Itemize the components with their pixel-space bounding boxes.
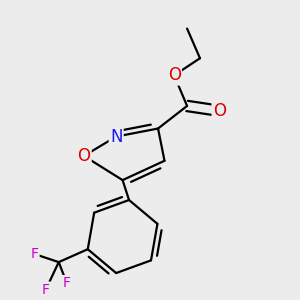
Text: F: F [63, 276, 71, 290]
Text: O: O [77, 147, 90, 165]
Text: O: O [168, 66, 181, 84]
Text: N: N [110, 128, 122, 146]
Text: O: O [213, 102, 226, 120]
Text: F: F [42, 283, 50, 296]
Text: F: F [31, 247, 39, 261]
